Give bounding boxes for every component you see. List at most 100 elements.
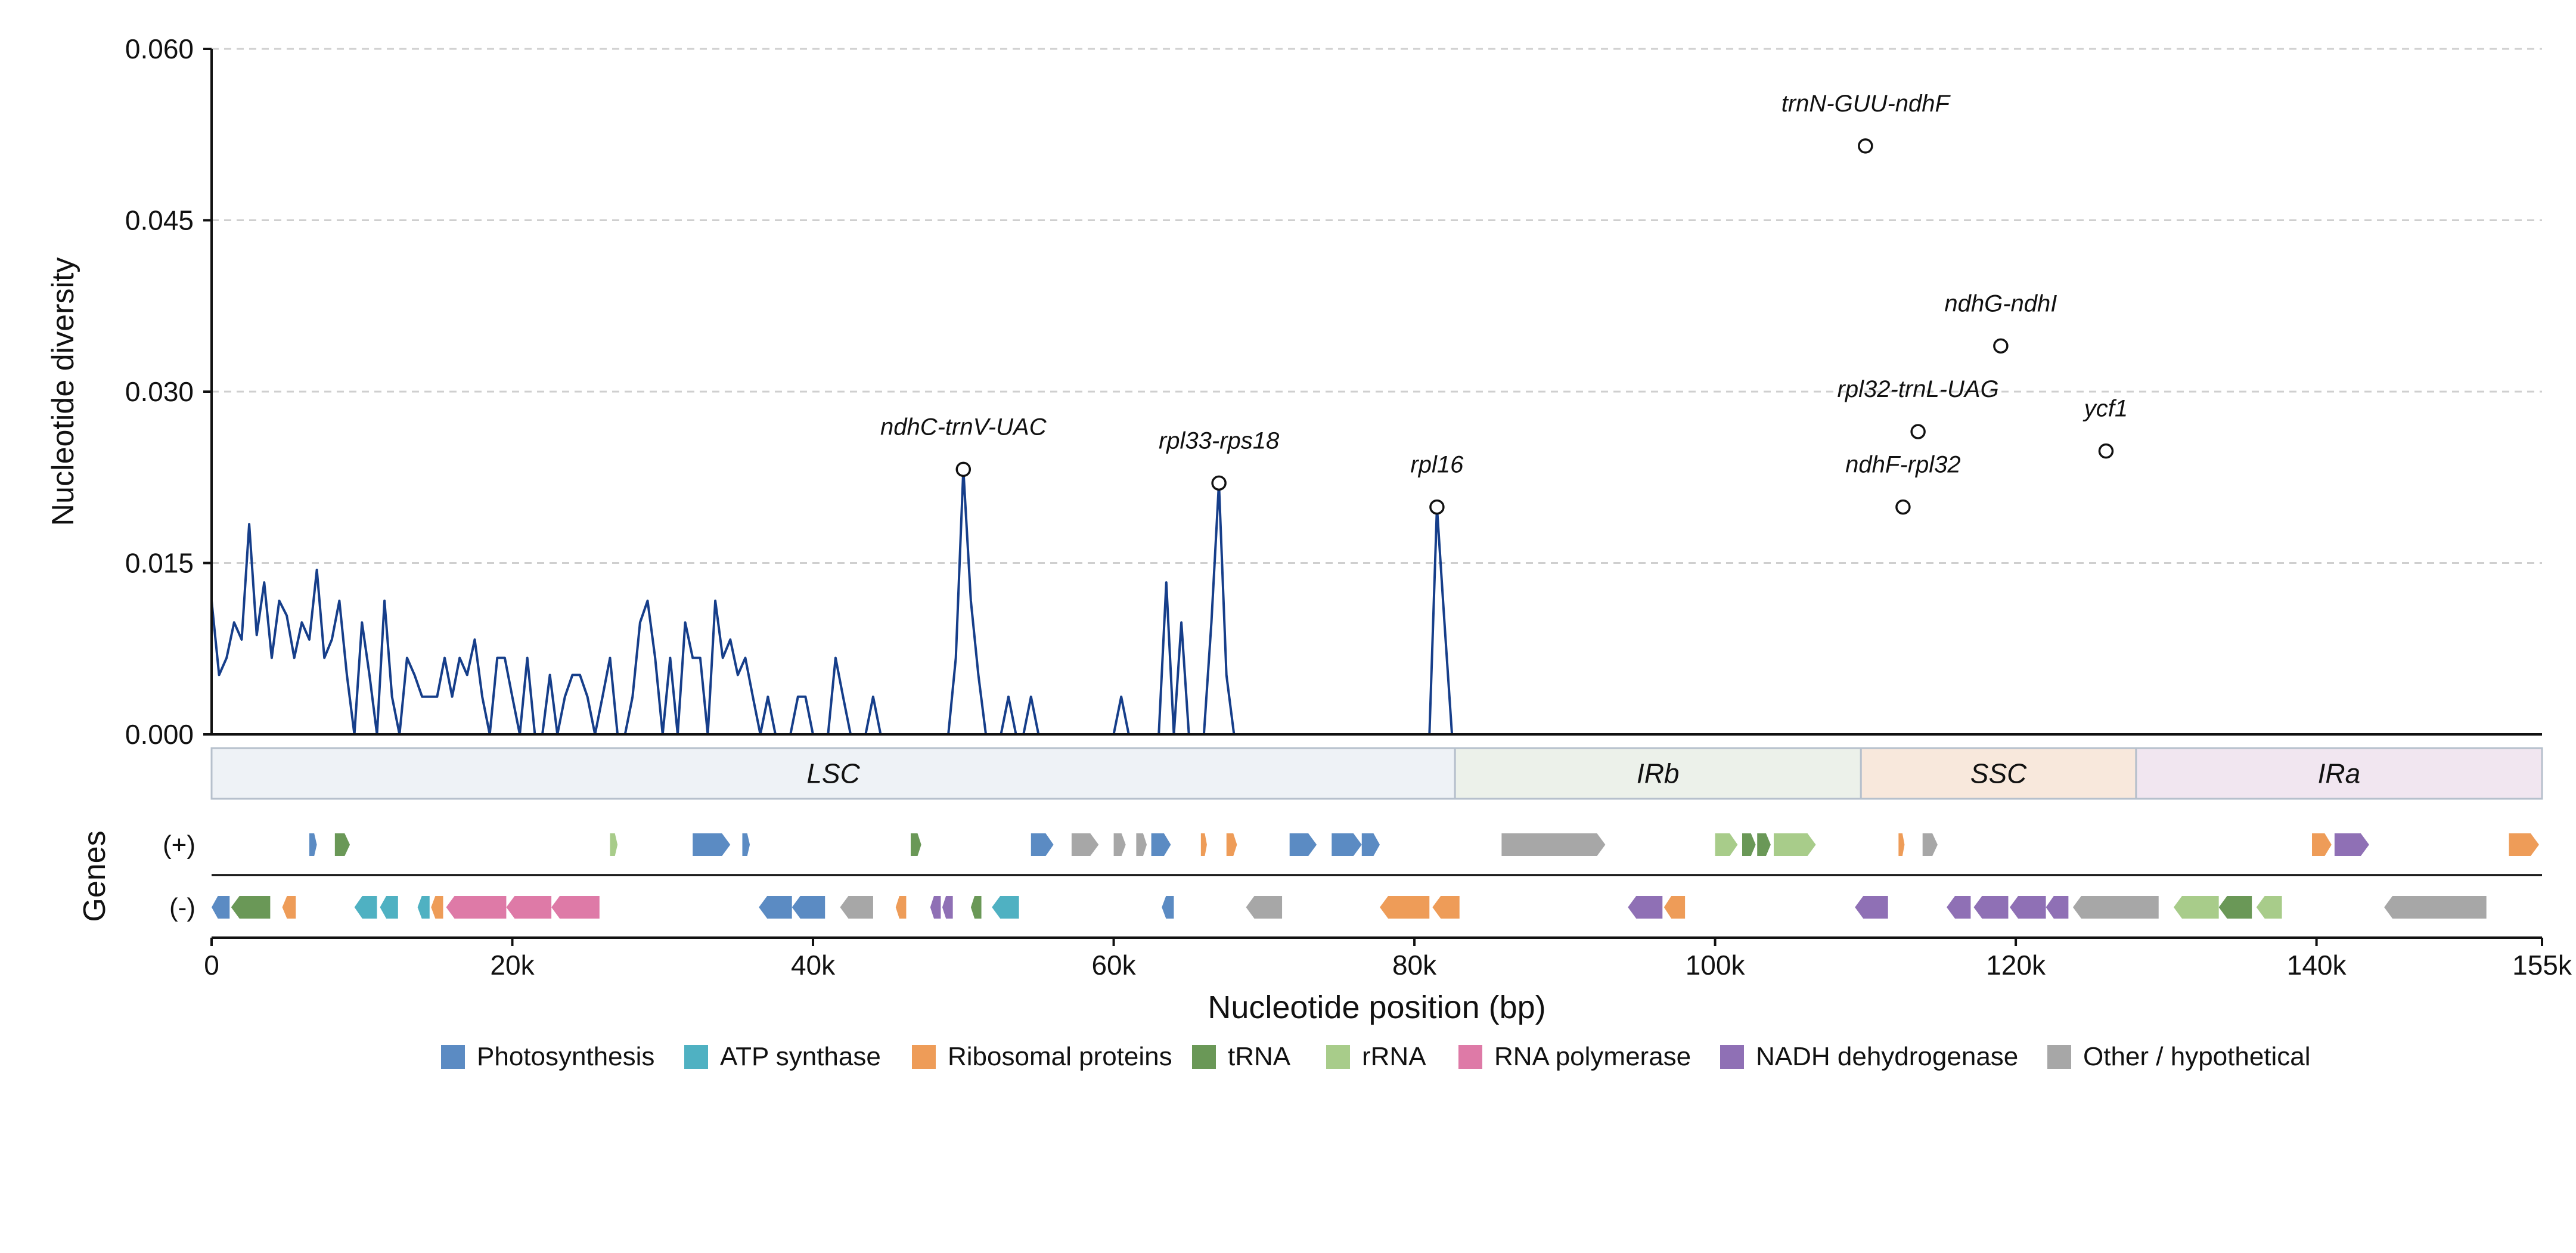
legend-swatch [1192, 1045, 1216, 1069]
y-tick-label: 0.000 [125, 719, 194, 750]
legend-label: tRNA [1228, 1042, 1291, 1071]
gene-arrow [431, 896, 443, 919]
region-label: SSC [1970, 758, 2027, 789]
legend-label: Other / hypothetical [2083, 1042, 2311, 1071]
gene-arrow [1628, 896, 1663, 919]
gene-arrow [2384, 896, 2487, 919]
region-ira [2135, 747, 2543, 800]
peak-marker [1858, 138, 1873, 154]
peak-annotations: ndhC-trnV-UAC rpl33-rps18 rpl16 trnN-GUU-nd… [880, 91, 2128, 515]
peak-marker [1211, 475, 1227, 491]
region-ssc [1860, 747, 2137, 800]
region-label: IRb [1637, 758, 1680, 789]
legend-swatch [912, 1045, 936, 1069]
gene-arrow [1855, 896, 1888, 919]
gene-arrow [1432, 896, 1460, 919]
y-tick-label: 0.015 [125, 548, 194, 579]
gene-arrow [354, 896, 377, 919]
gene-arrow [1361, 833, 1380, 856]
peak-label: ndhC-trnV-UAC [880, 414, 1047, 440]
legend-label: ATP synthase [720, 1042, 881, 1071]
legend-swatch [1458, 1045, 1482, 1069]
gene-arrow [2256, 896, 2282, 919]
legend-swatch [1326, 1045, 1350, 1069]
gene-arrow [231, 896, 271, 919]
gene-arrow [1151, 833, 1171, 856]
gene-arrow [1031, 833, 1054, 856]
gene-arrow [1226, 833, 1237, 856]
legend-label: NADH dehydrogenase [1756, 1042, 2018, 1071]
legend-swatch [441, 1045, 465, 1069]
x-tick-label: 20k [490, 950, 535, 981]
region-irb [1454, 747, 1862, 800]
gene-arrow [992, 896, 1019, 919]
gene-arrow [930, 896, 941, 919]
y-axis-title: Nucleotide diversity [46, 258, 80, 526]
gene-arrow [1947, 896, 1971, 919]
genome-regions: LSC IRb SSC IRa [210, 747, 2543, 800]
peak-label: rpl32-trnL-UAG [1838, 376, 1999, 402]
x-tick-label: 80k [1392, 950, 1437, 981]
y-tick-label: 0.060 [125, 33, 194, 64]
gene-arrow [2334, 833, 2369, 856]
gene-arrow [1200, 833, 1207, 856]
axes: 0.000 0.015 0.030 0.045 0.060 Nucleotide dive… [46, 33, 2572, 1025]
gene-arrow [282, 896, 296, 919]
y-tick-label: 0.030 [125, 376, 194, 407]
gene-arrow [2218, 896, 2252, 919]
gene-arrow [1742, 833, 1756, 856]
legend-swatch [2047, 1045, 2071, 1069]
gene-arrow [212, 896, 230, 919]
gene-arrow [380, 896, 398, 919]
x-tick-label: 120k [1986, 950, 2046, 981]
gene-arrow [1246, 896, 1283, 919]
strand-minus-label: (-) [169, 893, 195, 922]
gene-arrow [759, 896, 792, 919]
gene-arrow [742, 833, 750, 856]
region-label: LSC [806, 758, 860, 789]
peak-label: rpl33-rps18 [1159, 427, 1280, 454]
gene-arrow [2010, 896, 2046, 919]
gene-arrow [1380, 896, 1430, 919]
peak-marker [1910, 424, 1926, 439]
region-label: IRa [2318, 758, 2361, 789]
legend-label: Ribosomal proteins [948, 1042, 1172, 1071]
peak-label: trnN-GUU-ndhF [1782, 91, 1951, 117]
gene-arrow [1113, 833, 1126, 856]
peak-label: ndhG-ndhI [1944, 290, 2057, 317]
gene-arrow [911, 833, 921, 856]
legend-label: rRNA [1362, 1042, 1426, 1071]
x-tick-label: 60k [1091, 950, 1136, 981]
peak-marker [1895, 499, 1911, 515]
peak-marker [1429, 499, 1445, 515]
gene-arrow [551, 896, 600, 919]
gene-arrow [1071, 833, 1099, 856]
gene-arrow [446, 896, 507, 919]
gene-arrow [1715, 833, 1738, 856]
gene-arrow [309, 833, 317, 856]
strand-plus-label: (+) [163, 830, 195, 860]
gene-arrow [2046, 896, 2069, 919]
gene-arrow [1922, 833, 1938, 856]
gene-arrow [792, 896, 825, 919]
gene-arrow [2072, 896, 2159, 919]
legend-label: RNA polymerase [1494, 1042, 1691, 1071]
peak-marker [2098, 443, 2114, 459]
x-tick-label: 40k [791, 950, 836, 981]
gene-arrow [1332, 833, 1362, 856]
legend-label: Photosynthesis [477, 1042, 654, 1071]
gene-arrow [1973, 896, 2009, 919]
gene-arrow [1136, 833, 1147, 856]
gene-arrow [506, 896, 552, 919]
peak-marker [955, 461, 972, 477]
gene-arrow [1663, 896, 1686, 919]
legend-swatch [684, 1045, 708, 1069]
y-tick-label: 0.045 [125, 205, 194, 236]
x-tick-label: 140k [2287, 950, 2347, 981]
legend-swatch [1720, 1045, 1744, 1069]
diversity-series [210, 468, 2542, 736]
peak-label: ycf1 [2082, 396, 2128, 422]
x-tick-label: 100k [1686, 950, 1746, 981]
gene-arrow [1162, 896, 1174, 919]
